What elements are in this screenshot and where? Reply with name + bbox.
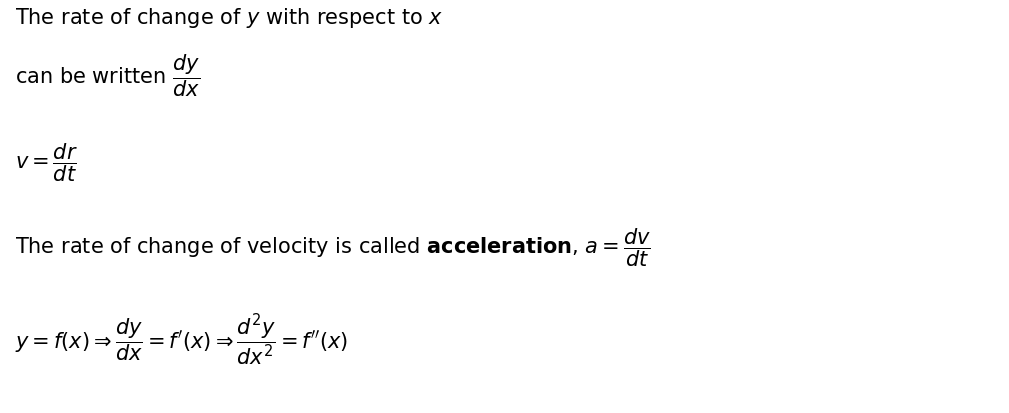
Text: The rate of change of velocity is called $\mathbf{acceleration}$, $a = \dfrac{dv: The rate of change of velocity is called… xyxy=(15,226,651,268)
Text: $v = \dfrac{dr}{dt}$: $v = \dfrac{dr}{dt}$ xyxy=(15,141,78,183)
Text: can be written $\dfrac{dy}{dx}$: can be written $\dfrac{dy}{dx}$ xyxy=(15,52,200,99)
Text: $y = f(x) \Rightarrow \dfrac{dy}{dx} = f'(x) \Rightarrow \dfrac{d^2y}{dx^2} = f': $y = f(x) \Rightarrow \dfrac{dy}{dx} = f… xyxy=(15,312,348,368)
Text: The rate of change of $y$ with respect to $x$: The rate of change of $y$ with respect t… xyxy=(15,6,443,30)
